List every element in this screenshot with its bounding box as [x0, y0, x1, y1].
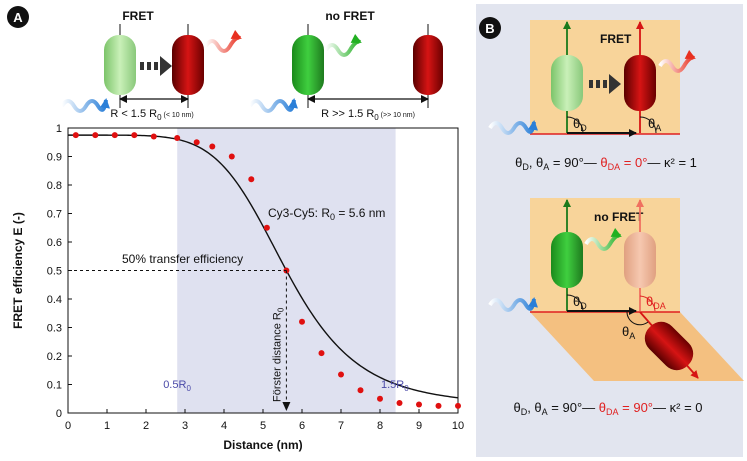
donor-emission-wave-icon: [324, 33, 362, 57]
x-tick-label: 7: [338, 420, 344, 432]
excitation-wave-icon: [248, 98, 298, 113]
forster-distance-label: Förster distance R0: [271, 307, 285, 402]
excitation-wave-icon: [60, 98, 110, 113]
y-tick-label: 0.8: [47, 180, 62, 192]
donor-dye-icon: [104, 35, 136, 95]
y-tick-label: 0.6: [47, 237, 62, 249]
donor-dye-icon: [551, 55, 583, 111]
y-tick-label: 0.7: [47, 209, 62, 221]
data-point: [416, 401, 422, 408]
y-tick-label: 0: [56, 408, 62, 420]
acceptor-dye-icon: [624, 55, 656, 111]
panel-a: A FRET R < 1.5 R0 (< 10 nm) no FRET R >>…: [7, 6, 464, 452]
x-tick-label: 8: [377, 420, 383, 432]
fret-label: FRET: [122, 9, 154, 23]
data-point: [248, 176, 255, 183]
no-fret-label-b: no FRET: [594, 210, 644, 224]
no-fret-distance-label: R >> 1.5 R0 (>> 10 nm): [321, 108, 415, 122]
fret-distance-label: R < 1.5 R0 (< 10 nm): [110, 108, 193, 122]
data-point: [150, 133, 157, 140]
data-point: [263, 224, 270, 231]
transfer-efficiency-label: 50% transfer efficiency: [122, 252, 243, 266]
data-point: [174, 134, 181, 141]
fret-efficiency-chart: 0 1 2 3 4 5 6 7 8 9 10 0 0.1 0.2 0.3 0.4 0.5 0.6 0.7 0.8 0.9…: [47, 123, 464, 432]
x-tick-label: 3: [182, 420, 188, 432]
x-tick-label: 6: [299, 420, 305, 432]
y-tick-label: 1: [56, 123, 62, 135]
y-axis-label: FRET efficiency E (-): [11, 212, 25, 329]
x-tick-label: 9: [416, 420, 422, 432]
data-point: [318, 350, 325, 357]
y-tick-label: 0.4: [47, 294, 62, 306]
data-point: [209, 143, 216, 150]
data-point: [72, 132, 79, 139]
top-equation: θD, θA = 90°— θDA = 0°— κ² = 1: [515, 155, 697, 172]
acceptor-plane: [530, 312, 744, 381]
theta-d-label: θD: [573, 294, 587, 311]
x-tick-label: 1: [104, 420, 110, 432]
forster-arrow-head: [282, 402, 291, 411]
data-point: [299, 318, 305, 325]
panel-a-badge: [7, 6, 29, 28]
x-tick-label: 5: [260, 420, 266, 432]
data-point: [357, 387, 364, 394]
shade-right-label: 1.5R0: [381, 379, 409, 393]
data-point: [111, 132, 118, 139]
y-tick-label: 0.9: [47, 152, 62, 164]
data-point: [455, 402, 461, 409]
acceptor-dye-icon: [644, 321, 694, 371]
y-tick-label: 0.3: [47, 323, 62, 335]
data-point: [131, 132, 138, 139]
no-fret-label: no FRET: [325, 9, 375, 23]
shade-left-label: 0.5R0: [163, 379, 191, 393]
donor-dye-icon: [551, 232, 583, 288]
theta-a-label: θA: [622, 324, 635, 341]
energy-transfer-arrow-icon: [140, 56, 172, 76]
data-point: [228, 153, 235, 160]
y-tick-label: 0.5: [47, 266, 62, 278]
data-point: [92, 132, 99, 139]
x-tick-label: 4: [221, 420, 227, 432]
data-point: [435, 402, 442, 409]
excitation-wave-icon: [488, 297, 538, 312]
data-point: [193, 139, 200, 146]
excitation-wave-icon: [488, 120, 538, 135]
fret-label-b: FRET: [600, 32, 632, 46]
x-tick-label: 2: [143, 420, 149, 432]
donor-dye-icon: [292, 35, 324, 95]
acceptor-dye-ghost-icon: [624, 232, 656, 288]
emission-wave-icon: [204, 29, 242, 53]
acceptor-dye-icon: [413, 35, 443, 95]
panel-b-badge: [479, 17, 501, 39]
y-tick-label: 0.2: [47, 351, 62, 363]
acceptor-dye-icon: [172, 35, 204, 95]
cy3-cy5-label: Cy3-Cy5: R0 = 5.6 nm: [268, 206, 385, 222]
theta-da-label: θDA: [646, 294, 666, 311]
y-tick-label: 0.1: [47, 380, 62, 392]
energy-transfer-arrow-icon: [589, 74, 621, 94]
panel-b-letter: B: [485, 21, 494, 36]
x-tick-label: 0: [65, 420, 71, 432]
donor-emission-wave-icon: [584, 227, 622, 251]
panel-a-letter: A: [13, 10, 23, 25]
emission-wave-icon: [658, 49, 696, 73]
data-point: [338, 371, 344, 378]
panel-b: B FRET θD θA θD, θA = 90°— θDA = 0°— κ² …: [476, 4, 744, 457]
data-point: [377, 395, 383, 402]
x-axis-label: Distance (nm): [223, 438, 302, 452]
data-point: [396, 400, 403, 407]
x-tick-label: 10: [452, 420, 464, 432]
theta-d-label: θD: [573, 116, 587, 133]
bottom-equation: θD, θA = 90°— θDA = 90°— κ² = 0: [513, 400, 702, 417]
theta-a-label: θA: [648, 116, 661, 133]
